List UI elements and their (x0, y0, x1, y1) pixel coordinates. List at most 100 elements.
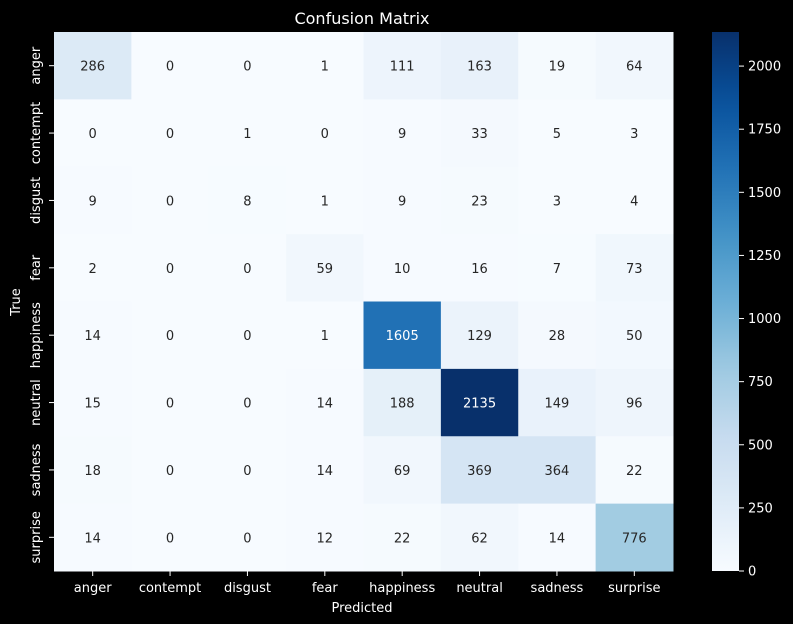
heatmap-cell (440, 166, 519, 235)
heatmap-cell (440, 436, 519, 505)
cell-value-label: 33 (471, 127, 488, 142)
y-tick-label: happiness (29, 302, 44, 368)
heatmap-cell (595, 301, 674, 370)
heatmap-cell (440, 368, 519, 437)
y-tick-labels: anger contempt disgust fear happiness neutral… (29, 46, 54, 563)
heatmap-cell (131, 166, 210, 235)
cell-value-label: 28 (549, 329, 566, 344)
x-tick-label: fear (312, 581, 339, 596)
cell-value-label: 149 (545, 397, 570, 412)
cell-value-label: 3 (630, 127, 638, 142)
y-axis-label: True (9, 288, 24, 317)
cell-value-label: 14 (317, 397, 334, 412)
x-tick-label: anger (74, 581, 112, 596)
heatmap-cell (131, 234, 210, 302)
heatmap-cell (208, 301, 287, 370)
y-tick-label: neutral (29, 379, 44, 426)
cell-value-label: 96 (626, 397, 643, 412)
heatmap-cell (595, 32, 674, 100)
cell-value-label: 1 (321, 194, 329, 209)
heatmap-cell (54, 368, 132, 437)
heatmap-cell (518, 368, 597, 437)
heatmap-cell (131, 99, 210, 168)
colorbar-tick-label: 750 (748, 375, 773, 390)
cell-value-label: 188 (390, 397, 415, 412)
cell-value-label: 0 (166, 194, 174, 209)
heatmap-cell (54, 99, 132, 168)
y-tick-label: sadness (29, 443, 44, 496)
cell-value-label: 0 (166, 60, 174, 75)
heatmap-cell (131, 368, 210, 437)
cell-value-label: 8 (243, 194, 251, 209)
colorbar-tick-label: 250 (748, 501, 773, 516)
cell-value-label: 2 (89, 262, 97, 277)
cell-value-label: 3 (553, 194, 561, 209)
colorbar-tick-label: 1000 (748, 312, 781, 327)
cell-value-label: 0 (166, 262, 174, 277)
x-tick-label: sadness (531, 581, 584, 596)
heatmap-cell (595, 368, 674, 437)
cell-value-label: 9 (398, 127, 406, 142)
y-tick-label: surprise (29, 511, 44, 563)
heatmap-cell (518, 99, 597, 168)
cell-value-label: 0 (243, 397, 251, 412)
chart-title: Confusion Matrix (294, 9, 429, 28)
x-tick-labels: anger contempt disgust fear happiness neutral… (74, 571, 660, 596)
heatmap-cell (363, 32, 442, 100)
heatmap-cell (595, 503, 674, 572)
cell-value-label: 64 (626, 60, 643, 75)
colorbar (712, 32, 739, 571)
heatmap-cell (208, 503, 287, 572)
colorbar-ticks: 0 250 500 750 1000 1250 1500 1750 2000 (739, 60, 781, 580)
cell-value-label: 111 (390, 60, 415, 75)
x-tick-label: contempt (139, 581, 201, 596)
heatmap-cell (54, 503, 132, 572)
cell-value-label: 73 (626, 262, 643, 277)
cell-value-label: 1605 (386, 329, 419, 344)
heatmap-cell (440, 301, 519, 370)
cell-value-label: 15 (84, 397, 101, 412)
cell-value-label: 18 (84, 464, 101, 479)
cell-value-label: 0 (89, 127, 97, 142)
cell-value-label: 23 (471, 194, 488, 209)
heatmap-cell (208, 99, 287, 168)
x-tick-label: happiness (369, 581, 435, 596)
cell-value-label: 0 (166, 464, 174, 479)
cell-value-label: 0 (243, 531, 251, 546)
cell-value-label: 50 (626, 329, 643, 344)
colorbar-tick-label: 1750 (748, 123, 781, 138)
cell-value-label: 1 (321, 60, 329, 75)
y-tick-label: contempt (29, 102, 44, 164)
cell-value-label: 12 (317, 531, 334, 546)
cell-value-label: 4 (630, 194, 638, 209)
cell-value-label: 9 (398, 194, 406, 209)
heatmap-cell (363, 436, 442, 505)
cell-value-label: 0 (166, 127, 174, 142)
cell-value-label: 10 (394, 262, 411, 277)
heatmap-cell (54, 436, 132, 505)
heatmap-cell (363, 234, 442, 302)
heatmap-cell (518, 436, 597, 505)
cell-value-label: 0 (166, 329, 174, 344)
cell-value-label: 286 (80, 60, 105, 75)
heatmap-cell (518, 166, 597, 235)
y-tick-label: fear (29, 254, 44, 281)
heatmap-cell (131, 301, 210, 370)
y-tick-label: disgust (29, 177, 44, 224)
heatmap-cell (363, 368, 442, 437)
heatmap-cell (208, 32, 287, 100)
heatmap-cell (363, 503, 442, 572)
colorbar-tick-label: 500 (748, 438, 773, 453)
heatmap-cells: 286 0 0 1 111 163 19 640 0 1 0 9 33 5 39 0 8 1 9 23 3 42 0 0 59 1… (54, 32, 674, 572)
cell-value-label: 0 (243, 329, 251, 344)
cell-value-label: 364 (545, 464, 570, 479)
cell-value-label: 69 (394, 464, 411, 479)
x-axis-label: Predicted (331, 601, 392, 616)
cell-value-label: 0 (166, 531, 174, 546)
heatmap-cell (363, 301, 442, 370)
heatmap-cell (518, 503, 597, 572)
cell-value-label: 14 (317, 464, 334, 479)
heatmap-cell (440, 32, 519, 100)
cell-value-label: 14 (84, 531, 101, 546)
